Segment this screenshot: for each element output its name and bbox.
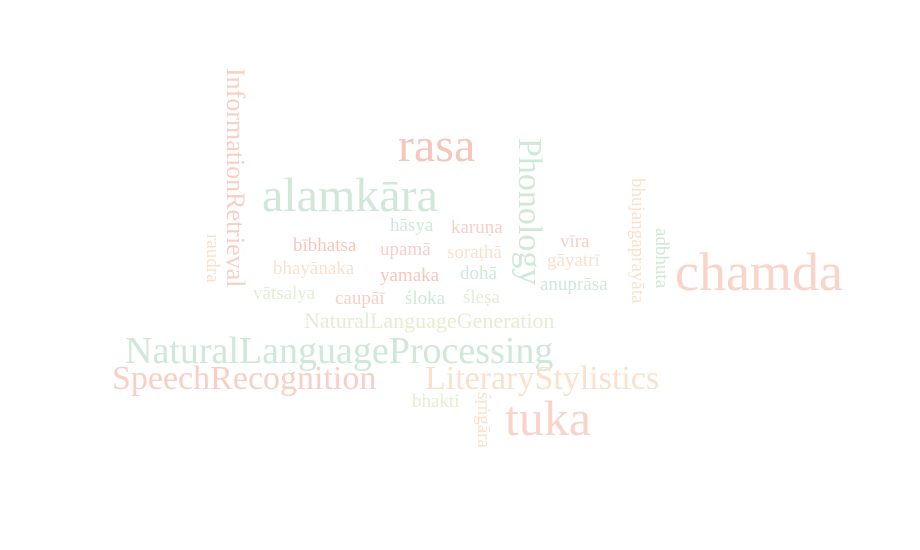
word-chamda: chamda xyxy=(675,242,843,302)
word-bibhatsa: bībhatsa xyxy=(293,235,357,256)
word-srngara: śṛṅgāra xyxy=(473,392,494,448)
word-literary-stylistics: LiteraryStylistics xyxy=(425,360,660,397)
word-raudra: raudra xyxy=(202,234,223,283)
word-yamaka: yamaka xyxy=(380,265,440,286)
word-rasa: rasa xyxy=(398,119,476,172)
word-adbhuta: adbhuta xyxy=(651,228,672,289)
word-doha: dohā xyxy=(460,263,497,284)
word-vira: vīra xyxy=(560,231,590,252)
word-caupai: caupāī xyxy=(335,288,385,309)
word-tuka: tuka xyxy=(505,390,592,446)
word-karuna: karuṇa xyxy=(451,217,503,238)
word-phonology: Phonology xyxy=(511,138,548,286)
word-alamkara: alamkāra xyxy=(262,169,438,222)
word-sloka: śloka xyxy=(405,288,446,309)
word-slesa: śleṣa xyxy=(463,287,500,308)
word-hasya: hāsya xyxy=(390,215,434,236)
word-bhayanaka: bhayānaka xyxy=(273,258,355,279)
word-gayatri: gāyatrī xyxy=(547,250,600,271)
word-bhujangaprayata: bhujangaprayāta xyxy=(627,178,648,304)
word-bhakti: bhakti xyxy=(412,391,460,412)
word-speech-recognition: SpeechRecognition xyxy=(112,360,377,397)
word-natural-language-generation: NaturalLanguageGeneration xyxy=(304,308,555,333)
word-anuprasa: anuprāsa xyxy=(540,274,608,295)
word-natural-language-processing: NaturalLanguageProcessing xyxy=(125,330,554,372)
word-information-retrieval: InformationRetrieval xyxy=(221,68,250,288)
word-soratha: soraṭhā xyxy=(447,242,502,263)
word-vatsalya: vātsalya xyxy=(253,283,316,304)
word-upama: upamā xyxy=(380,239,431,260)
